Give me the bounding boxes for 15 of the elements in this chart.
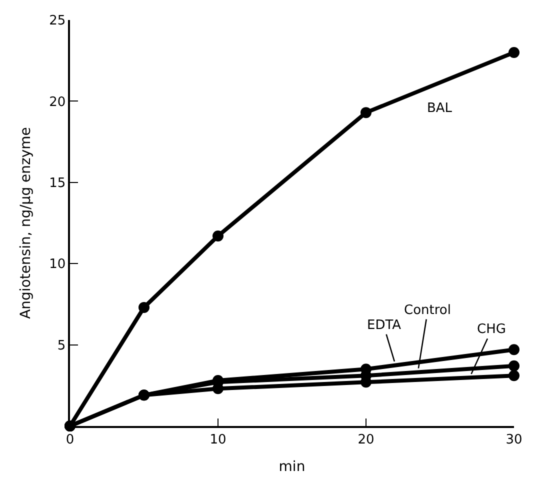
x-axis-title: min [278,459,306,476]
y-tick-label: 10 [49,257,66,272]
text: Control [404,303,451,318]
y-axis-title: Angiotensin, ng/μg enzyme [18,127,34,319]
text: EDTA [367,318,402,333]
y-tick-label: 5 [57,338,66,354]
x-tick-label: 20 [358,432,374,448]
text: CHG [477,322,506,337]
y-tick-label: 20 [49,94,66,110]
x-tick-label: 0 [66,432,74,448]
y-tick-label: 15 [49,176,66,191]
y-tick-label: 25 [49,14,66,29]
series-label: BAL [427,101,453,116]
x-tick-label: 30 [506,432,522,448]
x-tick-label: 10 [210,432,226,448]
